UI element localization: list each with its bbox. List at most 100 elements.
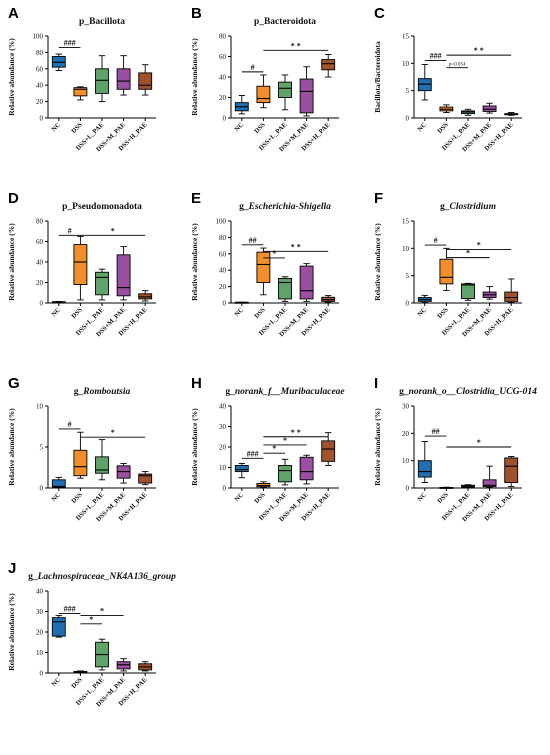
x-tick-label: NC [51, 121, 63, 133]
box-dss-h-pae [504, 278, 519, 303]
panel-letter: C [374, 5, 385, 22]
x-tick-label: NC [234, 121, 246, 133]
box-iqr [95, 456, 109, 474]
significance-label: # [251, 63, 255, 72]
significance-label: * [477, 438, 481, 447]
y-tick-label: 30 [402, 403, 410, 411]
y-axis-label: Relative abundance (%) [7, 408, 16, 486]
y-tick-label: 0 [40, 300, 44, 308]
significance-label: * * [474, 46, 484, 55]
x-tick-label: NC [234, 491, 246, 503]
box-dss-m-pae [299, 454, 314, 485]
y-tick-label: 10 [402, 60, 410, 68]
box-dss-l-pae [461, 484, 475, 489]
box-iqr [73, 244, 88, 285]
y-tick-label: 0 [223, 300, 227, 308]
y-tick-label: 0 [40, 485, 44, 493]
box-dss-l-pae [278, 458, 292, 486]
significance-label: ## [249, 236, 257, 245]
box-dss-l-pae [95, 439, 109, 481]
significance-label: * [89, 615, 93, 624]
y-tick-label: 0 [40, 115, 44, 123]
box-iqr [278, 81, 292, 98]
panel-title: g_Lachnospiraceae_NK4A136_group [28, 572, 176, 582]
y-tick-label: 5 [40, 444, 44, 452]
y-tick-label: 60 [219, 53, 227, 61]
box-iqr [256, 85, 271, 104]
y-tick-label: 20 [219, 94, 227, 102]
box-dss-h-pae [504, 456, 519, 488]
box-iqr [138, 72, 153, 90]
box-iqr [417, 460, 432, 478]
box-dss [73, 86, 88, 101]
box-dss-m-pae [482, 286, 497, 300]
box-dss [256, 74, 271, 109]
significance-label: * * [291, 41, 301, 50]
panel-letter: J [8, 560, 16, 577]
box-nc [417, 294, 432, 303]
box-nc [234, 94, 249, 115]
x-tick-label: DSS [70, 306, 84, 320]
box-dss-h-pae [138, 471, 153, 486]
y-tick-label: 60 [36, 238, 44, 246]
x-tick-label: NC [51, 676, 63, 688]
box-iqr [278, 277, 292, 300]
x-tick-label: NC [417, 491, 429, 503]
box-dss-l-pae [95, 268, 109, 301]
significance-label: * [272, 249, 276, 258]
panel-title: p_Bacillota [79, 17, 125, 27]
box-nc [234, 301, 249, 304]
y-tick-label: 80 [219, 33, 227, 41]
x-tick-label: DSS [70, 491, 84, 505]
significance-label: p=0.054 [449, 63, 466, 68]
y-tick-label: 60 [36, 65, 44, 73]
box-nc [51, 301, 66, 304]
panel-letter: E [191, 190, 201, 207]
y-axis-label: Relative abundance (%) [190, 408, 199, 486]
panel-letter: G [8, 375, 20, 392]
box-dss [256, 247, 271, 296]
x-tick-label: NC [51, 491, 63, 503]
x-tick-label: NC [51, 306, 63, 318]
box-iqr [461, 283, 475, 300]
x-tick-label: DSS [70, 121, 84, 135]
box-dss-h-pae [138, 290, 153, 302]
y-tick-label: 20 [36, 279, 44, 287]
panel-title: g_norank_f__Muribaculaceae [225, 387, 345, 397]
box-iqr [73, 449, 88, 477]
box-nc [51, 615, 66, 638]
box-dss-h-pae [504, 112, 519, 116]
y-tick-label: 40 [219, 403, 227, 411]
significance-label: ### [247, 449, 259, 458]
box-dss [73, 235, 88, 301]
box-dss [73, 670, 88, 674]
box-dss [439, 247, 454, 291]
box-iqr [299, 456, 314, 481]
y-tick-label: 10 [402, 245, 410, 253]
box-dss-l-pae [461, 108, 475, 116]
box-dss-l-pae [278, 74, 292, 111]
x-tick-label: DSS [253, 306, 267, 320]
significance-label: * [111, 226, 115, 235]
box-iqr [116, 254, 131, 297]
panel-letter: D [8, 190, 19, 207]
x-tick-label: DSS [436, 121, 450, 135]
panel-letter: F [374, 190, 383, 207]
y-tick-label: 0 [223, 115, 227, 123]
significance-label: ### [64, 605, 76, 614]
x-tick-label: NC [417, 121, 429, 133]
box-dss-h-pae [138, 661, 153, 672]
box-iqr [504, 291, 519, 302]
y-tick-label: 5 [406, 272, 410, 280]
significance-label: ### [430, 52, 442, 61]
y-tick-label: 10 [219, 464, 227, 472]
box-dss-m-pae [482, 102, 497, 114]
x-tick-label: DSS [253, 491, 267, 505]
panel-letter: I [374, 375, 378, 392]
box-dss-m-pae [299, 263, 314, 302]
